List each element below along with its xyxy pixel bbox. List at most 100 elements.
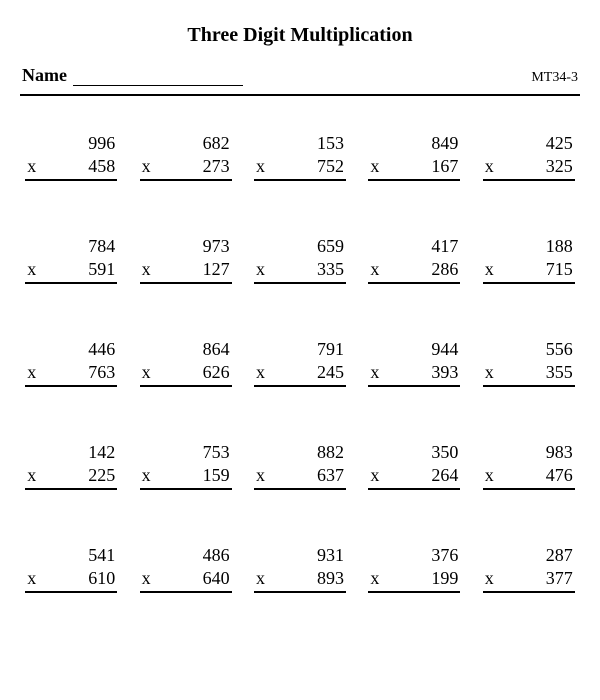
problem: 350x264 [368, 441, 460, 518]
page-title: Three Digit Multiplication [20, 24, 580, 47]
multiplier: 167 [384, 155, 458, 178]
multiplicand: 446 [25, 338, 117, 361]
multiplier-row: x715 [483, 258, 575, 285]
multiplicand: 486 [140, 544, 232, 567]
multiplier-row: x286 [368, 258, 460, 285]
multiplier: 763 [41, 361, 115, 384]
problems-grid: 996x458682x273153x752849x167425x325784x5… [20, 132, 580, 621]
problem: 791x245 [254, 338, 346, 415]
multiplier: 335 [270, 258, 344, 281]
problem: 849x167 [368, 132, 460, 209]
problem: 541x610 [25, 544, 117, 621]
multiplier-row: x476 [483, 464, 575, 491]
multiplicand: 682 [140, 132, 232, 155]
problem: 153x752 [254, 132, 346, 209]
problem: 784x591 [25, 235, 117, 312]
multiplicand: 849 [368, 132, 460, 155]
multiplicand: 556 [483, 338, 575, 361]
multiplicand: 882 [254, 441, 346, 464]
problem: 446x763 [25, 338, 117, 415]
operator-symbol: x [370, 567, 384, 590]
operator-symbol: x [27, 567, 41, 590]
operator-symbol: x [485, 258, 499, 281]
multiplicand: 376 [368, 544, 460, 567]
name-label: Name [22, 65, 67, 86]
multiplier-row: x335 [254, 258, 346, 285]
operator-symbol: x [142, 567, 156, 590]
multiplicand: 996 [25, 132, 117, 155]
worksheet-code: MT34-3 [531, 70, 578, 86]
multiplier-row: x245 [254, 361, 346, 388]
problem: 682x273 [140, 132, 232, 209]
multiplier: 715 [499, 258, 573, 281]
multiplicand: 931 [254, 544, 346, 567]
multiplier-row: x458 [25, 155, 117, 182]
multiplier: 264 [384, 464, 458, 487]
multiplier-row: x325 [483, 155, 575, 182]
multiplier-row: x610 [25, 567, 117, 594]
multiplier-row: x377 [483, 567, 575, 594]
problem: 417x286 [368, 235, 460, 312]
multiplicand: 659 [254, 235, 346, 258]
operator-symbol: x [256, 567, 270, 590]
operator-symbol: x [370, 155, 384, 178]
problem: 944x393 [368, 338, 460, 415]
multiplier-row: x199 [368, 567, 460, 594]
operator-symbol: x [256, 464, 270, 487]
multiplicand: 142 [25, 441, 117, 464]
multiplier: 476 [499, 464, 573, 487]
multiplier: 626 [156, 361, 230, 384]
multiplier: 893 [270, 567, 344, 590]
operator-symbol: x [142, 258, 156, 281]
multiplier-row: x393 [368, 361, 460, 388]
problem: 996x458 [25, 132, 117, 209]
multiplier-row: x626 [140, 361, 232, 388]
multiplier-row: x127 [140, 258, 232, 285]
problem: 287x377 [483, 544, 575, 621]
multiplicand: 973 [140, 235, 232, 258]
operator-symbol: x [27, 361, 41, 384]
multiplier: 199 [384, 567, 458, 590]
problem: 188x715 [483, 235, 575, 312]
multiplier: 752 [270, 155, 344, 178]
problem: 659x335 [254, 235, 346, 312]
multiplicand: 188 [483, 235, 575, 258]
multiplier: 286 [384, 258, 458, 281]
problem: 882x637 [254, 441, 346, 518]
multiplier-row: x159 [140, 464, 232, 491]
problem: 142x225 [25, 441, 117, 518]
multiplier: 127 [156, 258, 230, 281]
operator-symbol: x [142, 464, 156, 487]
header-row: Name MT34-3 [20, 65, 580, 90]
multiplier-row: x752 [254, 155, 346, 182]
multiplier: 591 [41, 258, 115, 281]
name-block: Name [22, 65, 243, 86]
multiplier-row: x893 [254, 567, 346, 594]
operator-symbol: x [256, 258, 270, 281]
operator-symbol: x [370, 464, 384, 487]
multiplier-row: x637 [254, 464, 346, 491]
multiplier-row: x167 [368, 155, 460, 182]
multiplier-row: x273 [140, 155, 232, 182]
problem: 973x127 [140, 235, 232, 312]
multiplicand: 983 [483, 441, 575, 464]
problem: 864x626 [140, 338, 232, 415]
multiplier: 610 [41, 567, 115, 590]
multiplicand: 541 [25, 544, 117, 567]
multiplier: 273 [156, 155, 230, 178]
multiplier: 159 [156, 464, 230, 487]
operator-symbol: x [485, 567, 499, 590]
multiplicand: 784 [25, 235, 117, 258]
multiplier-row: x355 [483, 361, 575, 388]
operator-symbol: x [485, 361, 499, 384]
multiplier: 377 [499, 567, 573, 590]
operator-symbol: x [27, 258, 41, 281]
operator-symbol: x [256, 361, 270, 384]
problem: 376x199 [368, 544, 460, 621]
operator-symbol: x [370, 258, 384, 281]
operator-symbol: x [27, 155, 41, 178]
multiplicand: 425 [483, 132, 575, 155]
name-input-line[interactable] [73, 69, 243, 86]
multiplicand: 753 [140, 441, 232, 464]
multiplier: 393 [384, 361, 458, 384]
